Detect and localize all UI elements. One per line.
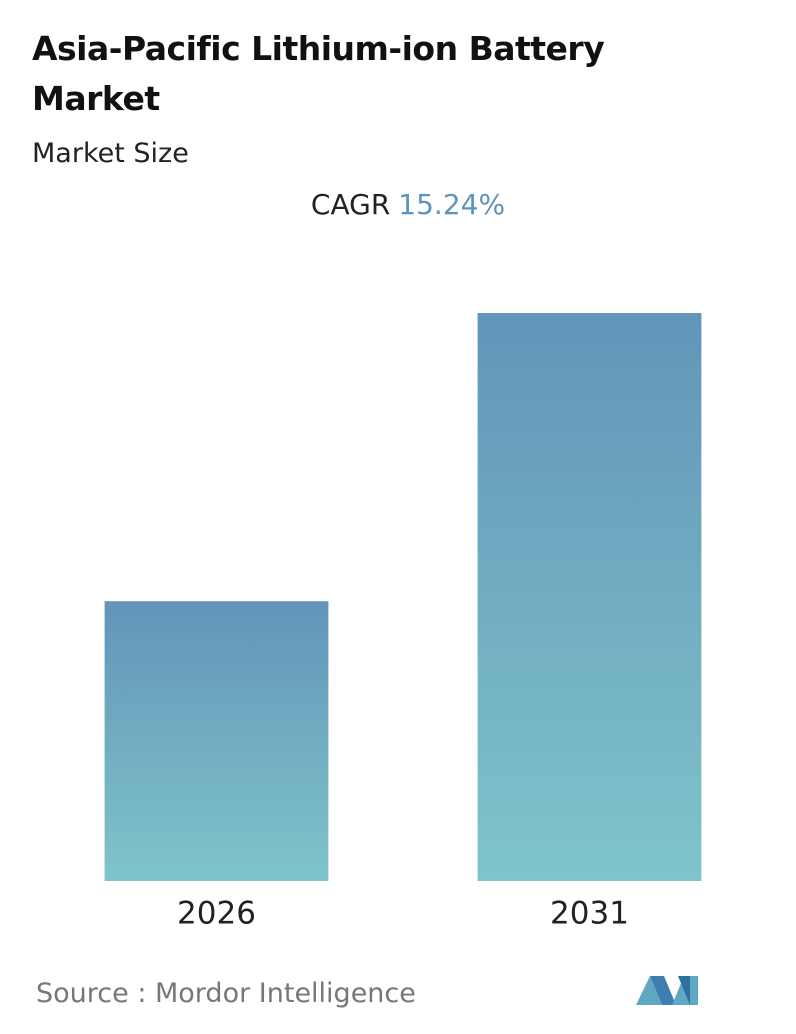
x-tick-label: 2031 xyxy=(550,896,629,932)
cagr-value: 15.24% xyxy=(398,188,506,221)
chart-title: Asia-Pacific Lithium-ion Battery Market xyxy=(32,29,605,118)
bar xyxy=(104,601,329,881)
x-tick-label: 2026 xyxy=(177,896,256,932)
cagr: CAGR 15.24% xyxy=(0,188,796,221)
chart-subtitle: Market Size xyxy=(32,138,189,169)
cagr-label: CAGR xyxy=(310,188,391,221)
logo xyxy=(636,976,698,1005)
bar xyxy=(477,313,702,881)
source: Source : Mordor Intelligence xyxy=(36,978,416,1009)
